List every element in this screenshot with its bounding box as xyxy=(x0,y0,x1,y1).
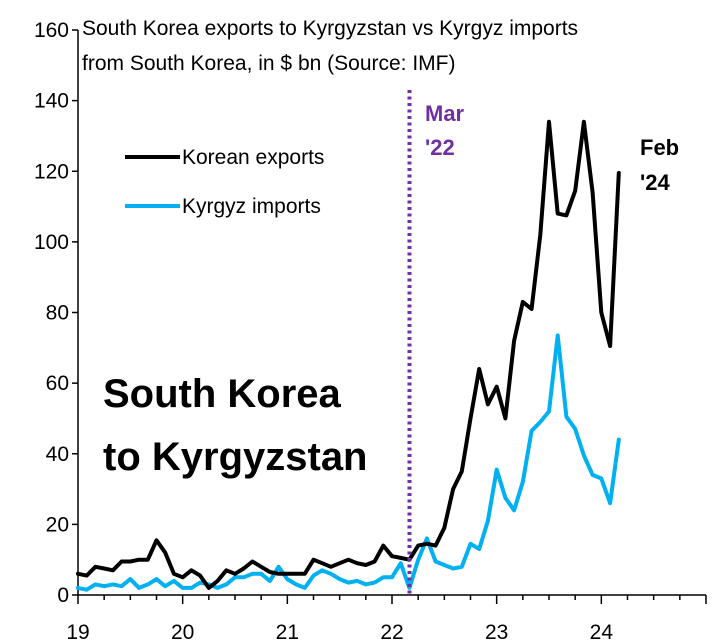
x-tick-label: 23 xyxy=(485,621,508,642)
y-tick-label: 0 xyxy=(57,584,69,607)
series-layer xyxy=(76,119,621,592)
y-tick-label: 120 xyxy=(34,160,69,183)
y-tick-label: 160 xyxy=(34,19,69,42)
y-tick-label: 20 xyxy=(46,513,69,536)
vline-label-line-1: Mar xyxy=(425,101,465,126)
y-tick-label: 40 xyxy=(46,443,69,466)
x-tick-label: 21 xyxy=(276,621,299,642)
x-tick-label: 24 xyxy=(590,621,614,642)
x-tick-label: 20 xyxy=(171,621,194,642)
end-annotation-line-2: '24 xyxy=(640,170,670,195)
y-tick-label: 80 xyxy=(46,302,69,325)
series-line-korean-exports xyxy=(76,119,621,590)
vline-label-line-2: '22 xyxy=(425,135,455,160)
x-tick-label: 22 xyxy=(380,621,403,642)
overlay-label-line-1: South Korea xyxy=(103,372,342,416)
legend: Korean exports Kyrgyz imports xyxy=(125,146,324,218)
x-axis-ticks: 19 20 21 22 23 24 xyxy=(66,595,707,642)
legend-label-korean-exports: Korean exports xyxy=(182,146,324,169)
y-tick-label: 60 xyxy=(46,372,69,395)
end-annotation-line-1: Feb xyxy=(640,135,679,160)
series-line-kyrgyz-imports xyxy=(76,333,621,592)
chart-title-line-1: South Korea exports to Kyrgyzstan vs Kyr… xyxy=(82,17,578,40)
overlay-label-line-2: to Kyrgyzstan xyxy=(103,435,368,479)
chart-title-line-2: from South Korea, in $ bn (Source: IMF) xyxy=(82,52,456,75)
y-tick-label: 100 xyxy=(34,231,69,254)
y-axis-ticks: 0 20 40 60 80 100 120 140 160 xyxy=(34,19,78,607)
legend-label-kyrgyz-imports: Kyrgyz imports xyxy=(182,195,321,218)
y-tick-label: 140 xyxy=(34,90,69,113)
x-tick-label: 19 xyxy=(66,621,89,642)
